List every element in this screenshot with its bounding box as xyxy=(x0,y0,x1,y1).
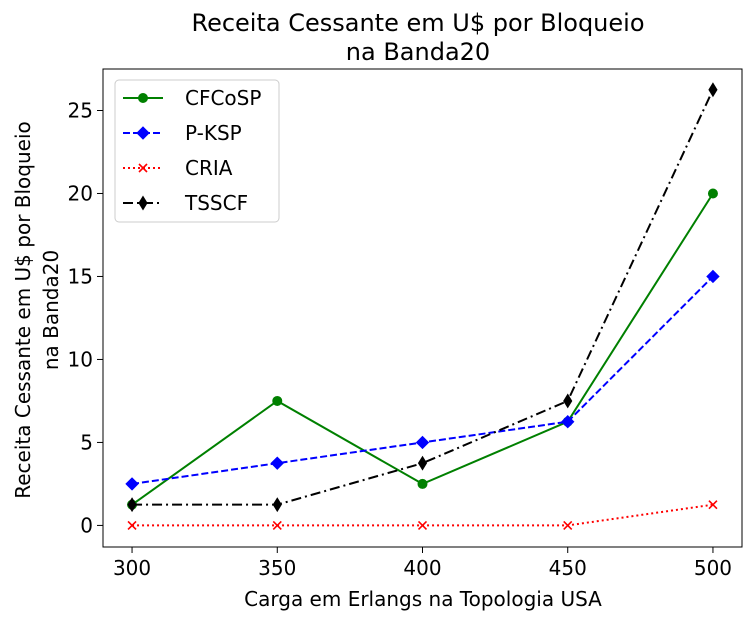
y-tick-label: 0 xyxy=(80,513,93,537)
x-tick-label: 300 xyxy=(113,556,151,580)
legend-items: CFCoSP P-KSP CRIA TSSCF xyxy=(123,86,261,215)
data-point-marker xyxy=(417,455,428,471)
y-tick-label: 15 xyxy=(68,264,93,288)
y-axis-ticks: 0 5 10 15 20 25 xyxy=(68,98,103,537)
legend-item-cfcosp: CFCoSP xyxy=(123,86,261,110)
data-point-marker xyxy=(272,520,282,530)
chart-title-line-1: Receita Cessante em U$ por Bloqueio xyxy=(191,9,644,37)
series-cria xyxy=(127,500,718,530)
x-tick-label: 500 xyxy=(694,556,732,580)
x-axis-ticks: 300 350 400 450 500 xyxy=(113,547,732,580)
y-tick-label: 5 xyxy=(80,430,93,454)
x-tick-label: 450 xyxy=(549,556,587,580)
legend-label: CRIA xyxy=(185,156,233,180)
data-point-marker xyxy=(127,497,137,513)
legend-label: P-KSP xyxy=(185,121,242,145)
y-tick-label: 10 xyxy=(68,347,93,371)
data-point-marker xyxy=(706,269,720,284)
legend-item-cria: CRIA xyxy=(123,156,233,180)
legend-frame xyxy=(114,79,280,223)
series-tsscf xyxy=(127,82,718,513)
legend-label: CFCoSP xyxy=(185,86,261,110)
data-point-marker xyxy=(708,82,718,98)
data-point-marker xyxy=(272,497,282,513)
series-line xyxy=(131,275,714,485)
y-tick-label: 25 xyxy=(68,98,93,122)
legend: CFCoSP P-KSP CRIA TSSCF xyxy=(114,79,280,223)
data-point-marker xyxy=(270,456,284,470)
data-point-marker xyxy=(707,188,718,199)
data-point-marker xyxy=(138,195,148,211)
x-tick-label: 350 xyxy=(258,556,296,580)
data-point-marker xyxy=(272,395,283,406)
data-point-marker xyxy=(563,393,573,409)
chart-title-line-2: na Banda20 xyxy=(346,38,490,66)
data-point-marker xyxy=(138,163,148,173)
x-tick-label: 400 xyxy=(403,556,441,580)
data-point-marker xyxy=(417,520,428,530)
data-point-marker xyxy=(563,520,573,530)
y-axis-title-line-1: Receita Cessante em U$ por Bloqueio xyxy=(11,121,35,499)
y-axis-title-line-2: na Banda20 xyxy=(39,250,63,370)
series-line xyxy=(132,503,714,527)
x-axis-title: Carga em Erlangs na Topologia USA xyxy=(244,587,602,611)
data-point-marker xyxy=(136,126,150,140)
y-axis-title: Receita Cessante em U$ por Bloqueio na B… xyxy=(11,121,63,499)
series-layer xyxy=(125,82,720,530)
data-point-marker xyxy=(415,435,430,450)
data-point-marker xyxy=(138,93,148,103)
data-point-marker xyxy=(417,478,428,489)
legend-item-tsscf: TSSCF xyxy=(123,191,248,215)
series-line xyxy=(132,89,714,506)
legend-item-p-ksp: P-KSP xyxy=(123,121,242,145)
data-point-marker xyxy=(708,500,718,510)
legend-label: TSSCF xyxy=(184,191,248,215)
y-tick-label: 20 xyxy=(68,181,93,205)
data-point-marker xyxy=(125,477,139,491)
series-p-ksp xyxy=(125,269,720,491)
data-point-marker xyxy=(127,520,137,530)
data-point-marker xyxy=(561,414,575,429)
